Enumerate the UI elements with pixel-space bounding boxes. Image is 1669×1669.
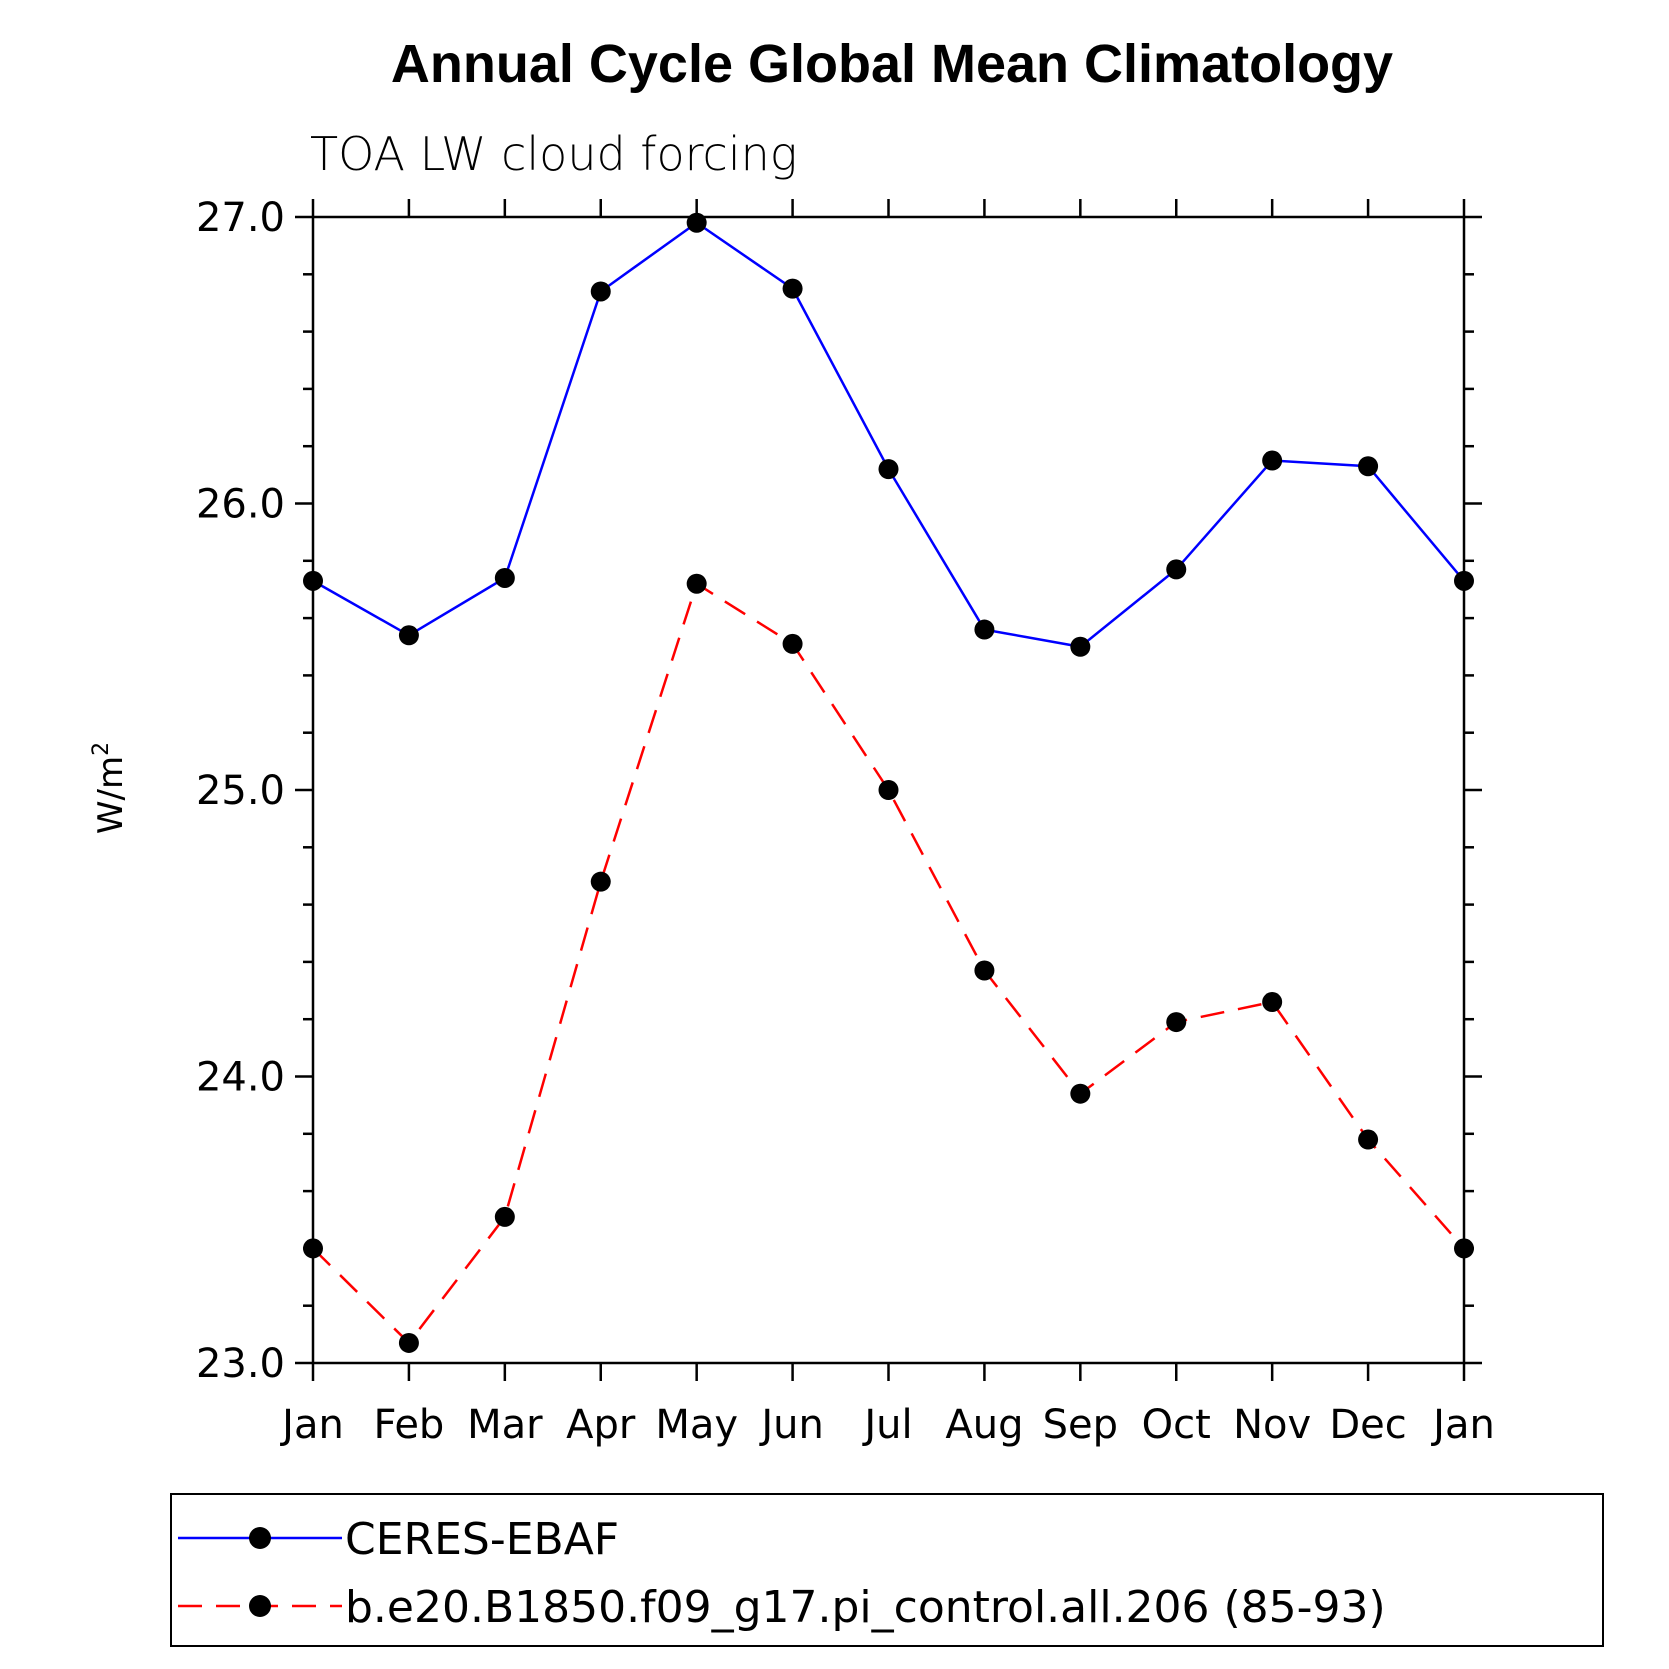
y-tick-label: 23.0 [196, 1341, 285, 1387]
legend: CERES-EBAF b.e20.B1850.f09_g17.pi_contro… [170, 1493, 1604, 1647]
y-tick-label: 24.0 [196, 1055, 285, 1101]
series-line-0 [312, 221, 1465, 649]
data-point [1166, 1012, 1187, 1033]
x-tick-label: Mar [467, 1402, 543, 1448]
data-point [974, 960, 995, 981]
x-tick-label: Jan [1430, 1402, 1495, 1448]
legend-marker-model [249, 1595, 271, 1617]
x-tick-label: Jan [279, 1402, 344, 1448]
data-point [782, 633, 803, 654]
data-point [494, 567, 515, 588]
legend-label-ceres: CERES-EBAF [345, 1514, 619, 1565]
y-tick-label: 26.0 [196, 482, 285, 528]
chart-subtitle: TOA LW cloud forcing [310, 127, 797, 181]
data-point [1358, 1129, 1379, 1150]
data-point [494, 1206, 515, 1227]
data-point [878, 780, 899, 800]
data-point [686, 573, 707, 594]
x-tick-label: Nov [1233, 1402, 1311, 1448]
y-axis-label: W/m2 [89, 742, 131, 834]
data-point [590, 871, 611, 892]
data-point [782, 278, 803, 299]
data-point [1454, 570, 1474, 591]
y-axis: 23.0 24.0 25.0 26.0 27.0 [196, 195, 1482, 1387]
data-point [303, 570, 323, 591]
data-point [878, 459, 899, 480]
x-tick-label: Apr [566, 1402, 636, 1448]
series-0 [303, 212, 1474, 657]
y-tick-label: 27.0 [196, 195, 285, 241]
data-point [1358, 456, 1379, 477]
y-axis-label-text: W/m [91, 756, 131, 834]
data-point [686, 212, 707, 233]
legend-box [170, 1493, 1604, 1647]
series-layer [303, 212, 1474, 1353]
legend-marker-ceres [249, 1527, 271, 1549]
chart-title: Annual Cycle Global Mean Climatology [391, 34, 1393, 94]
x-tick-label: Oct [1142, 1402, 1211, 1448]
x-tick-label: Aug [945, 1402, 1023, 1448]
data-point [303, 1238, 323, 1259]
data-point [1262, 450, 1283, 471]
x-tick-label: May [655, 1402, 738, 1448]
data-point [1070, 1083, 1091, 1104]
data-point [1166, 559, 1187, 580]
x-tick-label: Sep [1043, 1402, 1118, 1448]
x-tick-label: Jun [758, 1402, 824, 1448]
data-point [1262, 992, 1283, 1013]
legend-label-model: b.e20.B1850.f09_g17.pi_control.all.206 (… [345, 1582, 1386, 1633]
data-point [1070, 636, 1091, 657]
data-point [1454, 1238, 1474, 1259]
data-point [974, 619, 995, 640]
y-tick-label: 25.0 [196, 768, 285, 814]
x-tick-label: Feb [374, 1402, 445, 1448]
y-axis-label-superscript: 2 [89, 742, 114, 756]
x-tick-label: Jul [861, 1402, 912, 1448]
series-line-1 [312, 581, 1465, 1345]
data-point [590, 281, 611, 302]
data-point [398, 625, 419, 646]
svg-text:W/m2: W/m2 [89, 742, 131, 834]
series-1 [303, 573, 1474, 1353]
data-point [398, 1332, 419, 1353]
x-axis: Jan Feb Mar Apr May Jun Jul Aug Sep Oct Nov Dec Jan [279, 199, 1495, 1448]
x-tick-label: Dec [1329, 1402, 1406, 1448]
